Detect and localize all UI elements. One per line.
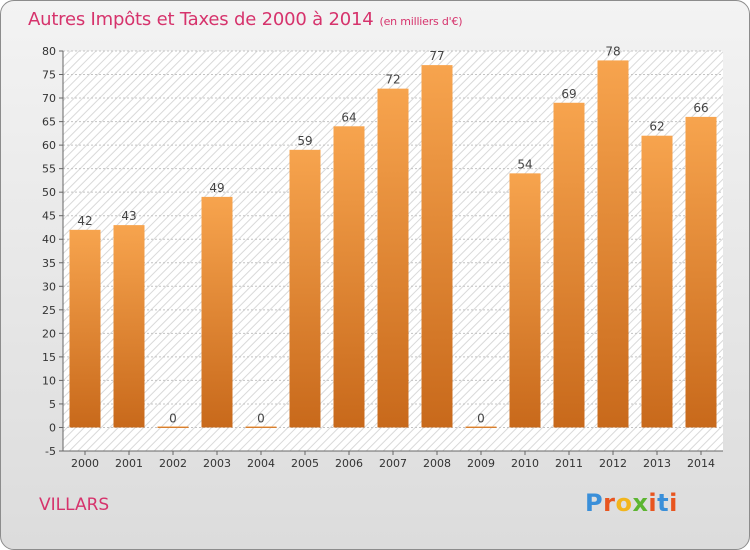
x-tick-label-2009: 2009 (467, 457, 495, 470)
bar-2004 (245, 426, 277, 428)
y-tick-label: 40 (42, 233, 56, 246)
x-tick-label-2001: 2001 (115, 457, 143, 470)
x-tick-label-2012: 2012 (599, 457, 627, 470)
bar-2011 (553, 102, 585, 428)
chart-subtitle: (en milliers d'€) (379, 15, 463, 28)
value-label-2006: 64 (341, 110, 356, 124)
y-tick-label: 0 (49, 421, 56, 434)
y-tick-label: 25 (42, 304, 56, 317)
bar-2007 (377, 88, 409, 428)
x-tick-label-2005: 2005 (291, 457, 319, 470)
bar-2000 (69, 229, 101, 428)
y-tick-label: 55 (42, 163, 56, 176)
y-tick-label: 5 (49, 398, 56, 411)
commune-name: VILLARS (39, 495, 110, 515)
y-tick-label: 45 (42, 210, 56, 223)
bar-2009 (465, 426, 497, 428)
y-tick-label: 60 (42, 139, 56, 152)
value-label-2001: 43 (121, 209, 136, 223)
y-tick-label: 70 (42, 92, 56, 105)
bar-2010 (509, 173, 541, 428)
y-tick-label: 10 (42, 374, 56, 387)
value-label-2007: 72 (385, 73, 400, 87)
x-tick-label-2013: 2013 (643, 457, 671, 470)
value-label-2004: 0 (257, 411, 265, 425)
value-labels: 42 43 0 49 0 59 64 72 77 0 54 69 78 62 66 (77, 44, 708, 425)
x-tick-label-2003: 2003 (203, 457, 231, 470)
proxiti-logo: Proxiti (585, 489, 678, 517)
value-label-2000: 42 (77, 214, 92, 228)
x-tick-label-2000: 2000 (71, 457, 99, 470)
y-tick-label: 30 (42, 280, 56, 293)
y-tick-label: 20 (42, 327, 56, 340)
value-label-2014: 66 (693, 101, 708, 115)
value-label-2011: 69 (561, 87, 576, 101)
bar-2001 (113, 225, 145, 428)
bar-2006 (333, 126, 365, 428)
y-tick-label: -5 (45, 445, 56, 458)
bar-2013 (641, 135, 673, 428)
x-tick-label-2008: 2008 (423, 457, 451, 470)
y-tick-label: 50 (42, 186, 56, 199)
bar-2005 (289, 149, 321, 428)
bar-2008 (421, 65, 453, 428)
x-tick-label-2007: 2007 (379, 457, 407, 470)
value-label-2009: 0 (477, 411, 485, 425)
x-tick-label-2010: 2010 (511, 457, 539, 470)
y-tick-label: 65 (42, 116, 56, 129)
value-label-2005: 59 (297, 134, 312, 148)
value-label-2013: 62 (649, 120, 664, 134)
y-tick-label: 35 (42, 257, 56, 270)
y-tick-label: 80 (42, 45, 56, 58)
bar-2012 (597, 60, 629, 428)
chart-title: Autres Impôts et Taxes de 2000 à 2014 (en… (28, 9, 463, 30)
x-tick-label-2006: 2006 (335, 457, 363, 470)
bar-2003 (201, 196, 233, 428)
bars-group (69, 60, 717, 428)
y-tick-label: 15 (42, 351, 56, 364)
x-tick-label-2011: 2011 (555, 457, 583, 470)
x-tick-label-2002: 2002 (159, 457, 187, 470)
value-label-2010: 54 (517, 157, 532, 171)
value-label-2003: 49 (209, 181, 224, 195)
value-label-2012: 78 (605, 44, 620, 58)
y-tick-label: 75 (42, 69, 56, 82)
bar-2014 (685, 116, 717, 428)
x-tick-label-2004: 2004 (247, 457, 275, 470)
chart-title-text: Autres Impôts et Taxes de 2000 à 2014 (28, 9, 374, 30)
axes: -5 0 5 10 15 20 25 30 35 40 45 50 55 60 65 70 75 80 2000 20… (42, 45, 723, 470)
value-label-2002: 0 (169, 411, 177, 425)
bar-2002 (157, 426, 189, 428)
x-tick-label-2014: 2014 (687, 457, 715, 470)
value-label-2008: 77 (429, 49, 444, 63)
